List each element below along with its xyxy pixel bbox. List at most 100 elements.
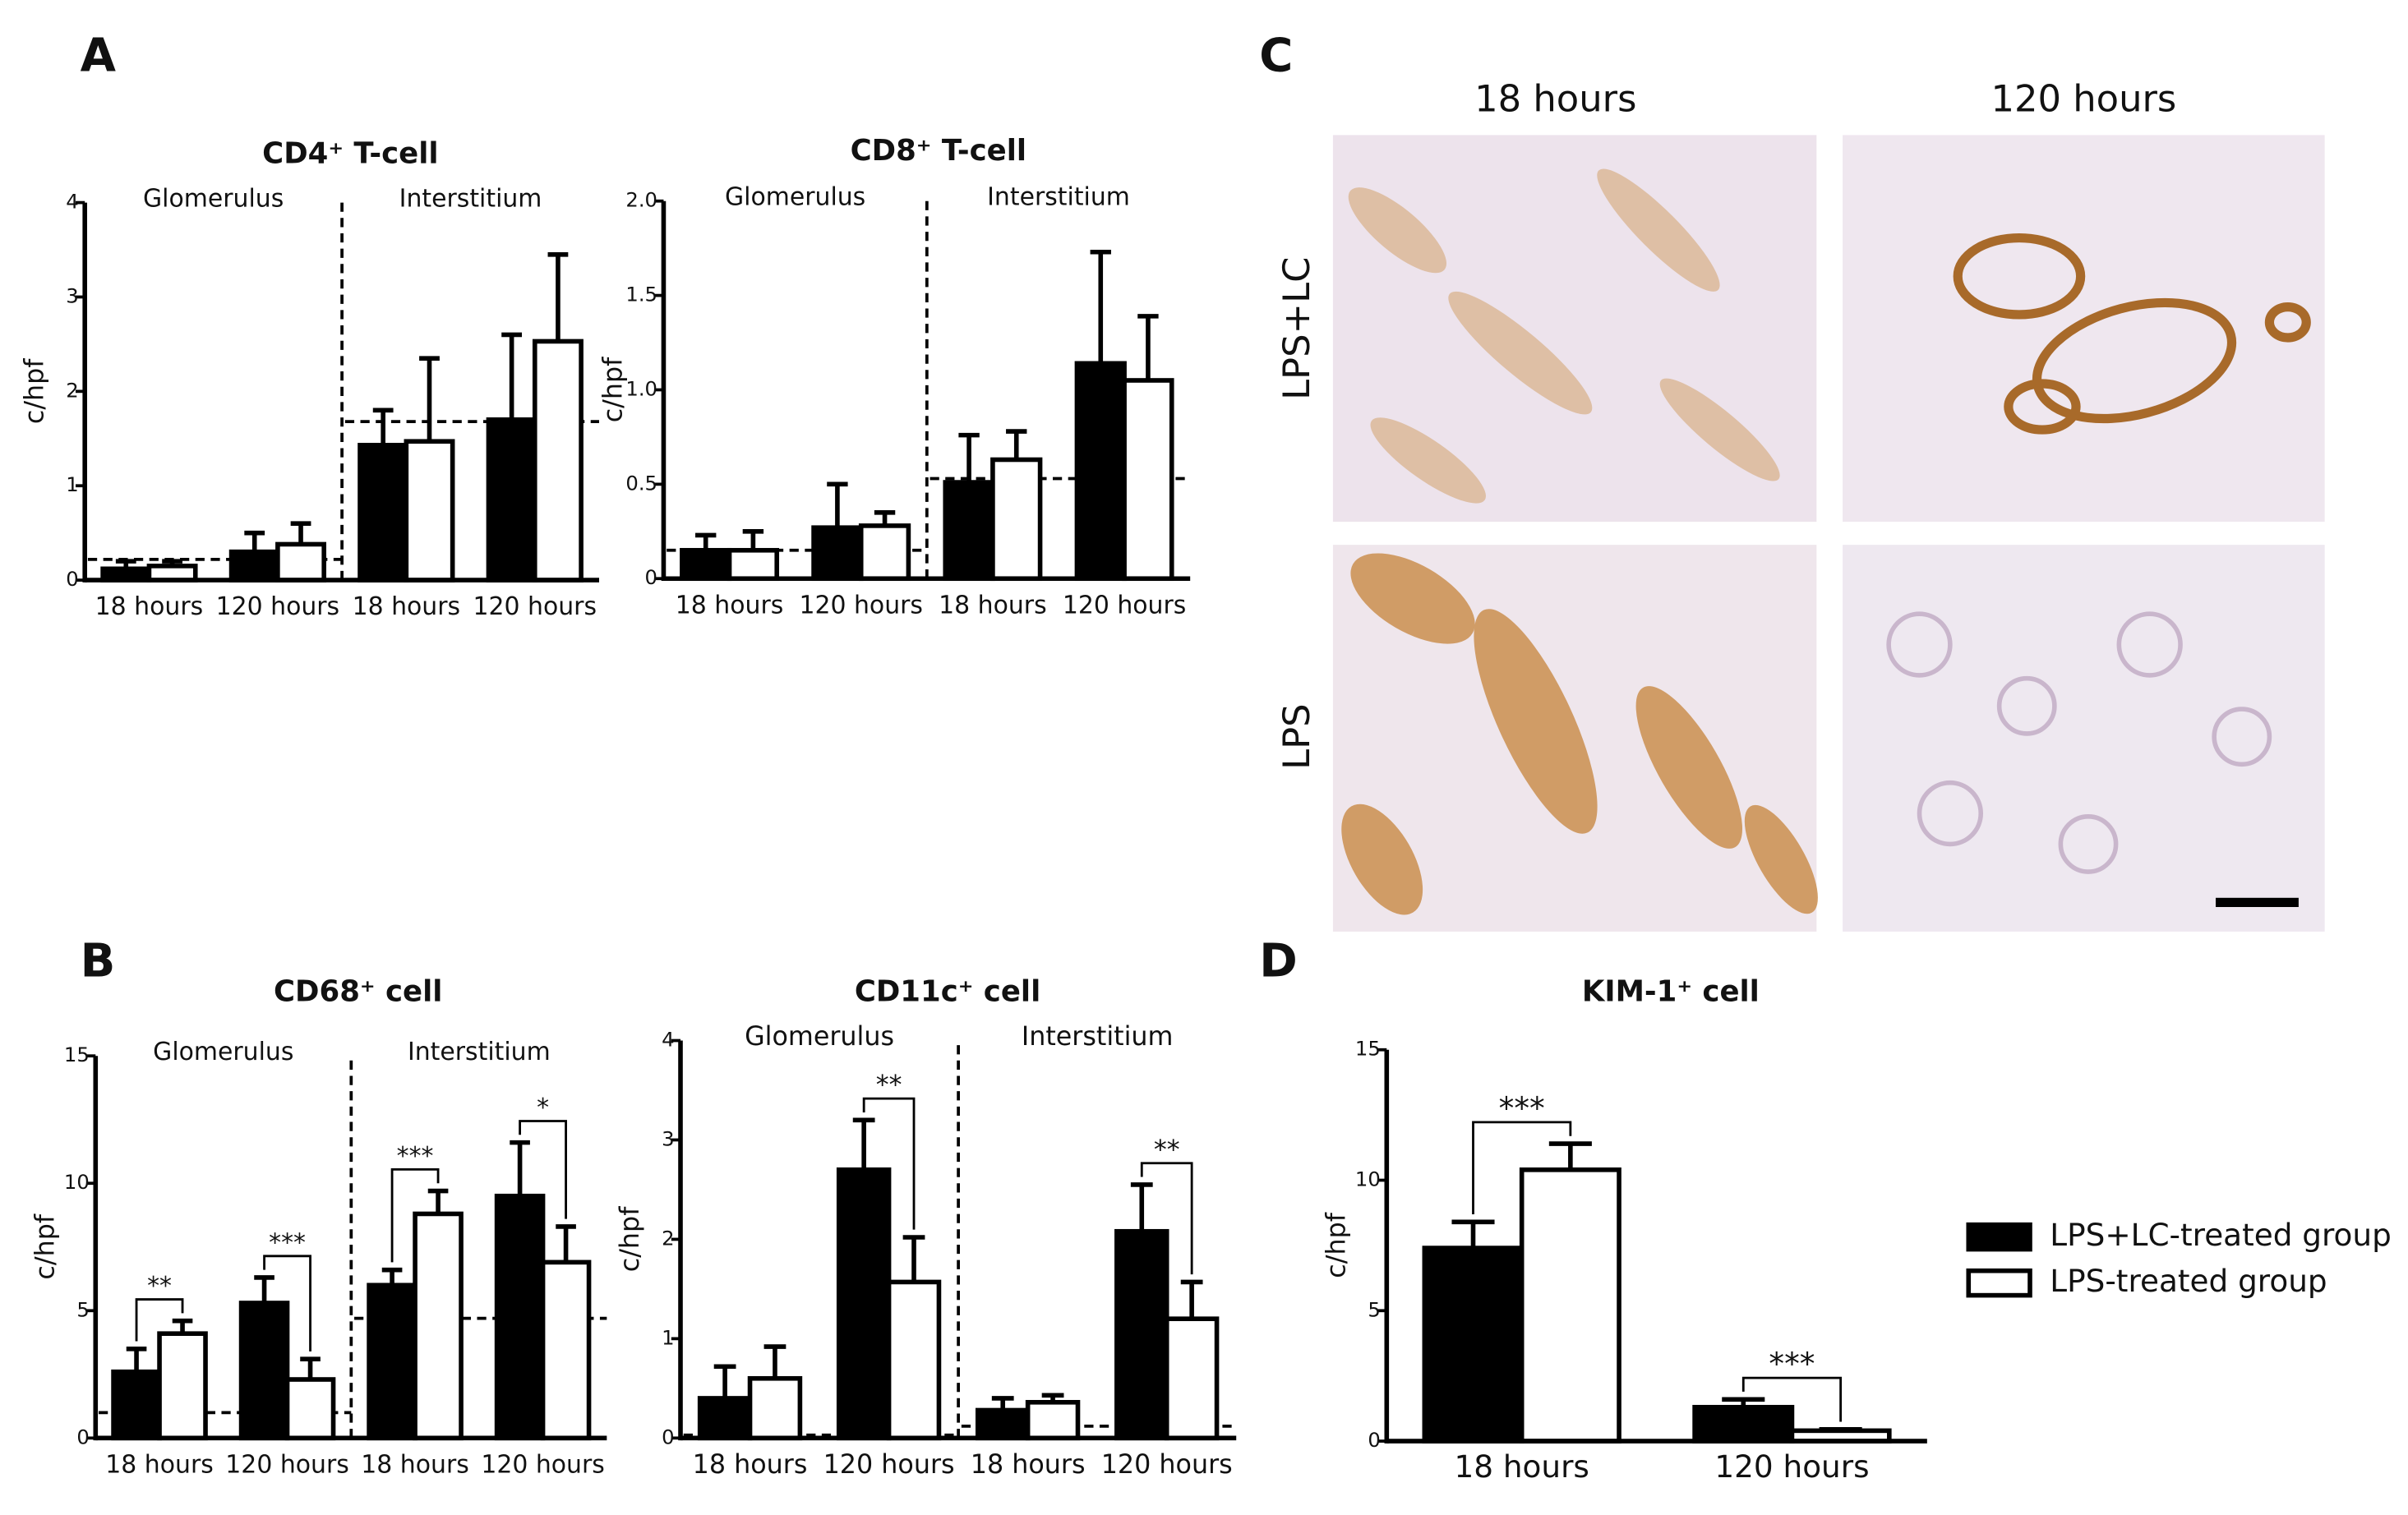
bar	[1692, 1404, 1795, 1444]
error-bar	[419, 356, 440, 442]
region-label: Interstitium	[408, 1038, 551, 1066]
bar	[990, 457, 1043, 582]
bar	[494, 1193, 546, 1441]
region-label: Glomerulus	[725, 182, 865, 211]
significance-label: **	[147, 1272, 172, 1301]
error-bar	[427, 1188, 449, 1214]
error-bar	[501, 332, 523, 420]
y-tick-label: 0	[662, 1425, 674, 1448]
y-tick-label: 1	[662, 1325, 674, 1349]
panel-label: B	[81, 935, 116, 988]
error-bar	[902, 1235, 925, 1282]
chart-title: CD68⁺ cell	[274, 975, 442, 1009]
panel-label: D	[1259, 935, 1298, 988]
x-tick-label: 120 hours	[1714, 1448, 1869, 1485]
x-tick-label: 18 hours	[693, 1450, 808, 1480]
chart: CD68⁺ cell c/hpf 0 5 10 15 Glomerulus Interstit…	[31, 975, 607, 1479]
y-axis-label: c/hpf	[20, 358, 49, 424]
significance-bracket	[862, 1097, 916, 1230]
micrograph	[1843, 135, 2325, 523]
significance-bracket	[1741, 1376, 1843, 1422]
bar	[367, 1282, 417, 1441]
chart-title: CD4⁺ T-cell	[262, 137, 438, 171]
y-tick-label: 10	[64, 1170, 90, 1194]
x-tick-label: 18 hours	[353, 592, 461, 621]
y-tick-label: 2	[66, 378, 78, 402]
column-label: 18 hours	[1474, 76, 1636, 120]
error-bar	[763, 1344, 787, 1379]
legend-label: LPS+LC-treated group	[2050, 1217, 2392, 1253]
chart-title: CD11c⁺ cell	[855, 975, 1040, 1009]
error-bar	[874, 510, 896, 526]
error-bar	[172, 1318, 193, 1334]
chart: CD11c⁺ cell c/hpf 0 1 2 3 4 Glomerulus Interstit…	[616, 975, 1237, 1480]
x-tick-label: 120 hours	[1063, 591, 1187, 619]
bar	[238, 1301, 290, 1441]
error-bar	[1137, 314, 1159, 380]
region-label: Interstitium	[399, 184, 542, 213]
y-tick-label: 5	[76, 1297, 89, 1321]
y-tick-label: 3	[66, 283, 78, 307]
x-tick-label: 120 hours	[481, 1450, 605, 1479]
bar	[1074, 361, 1127, 582]
micrograph	[1843, 545, 2325, 932]
error-bar	[852, 1117, 875, 1170]
y-tick-label: 3	[662, 1126, 674, 1150]
significance-label: **	[1154, 1135, 1180, 1165]
bar	[943, 480, 995, 582]
y-tick-label: 0	[645, 565, 657, 589]
x-tick-label: 18 hours	[676, 591, 784, 619]
error-bar	[1090, 249, 1111, 364]
y-tick-label: 10	[1355, 1167, 1381, 1191]
region-label: Glomerulus	[745, 1022, 894, 1052]
y-tick-label: 0	[1368, 1428, 1380, 1452]
error-bar	[1041, 1393, 1064, 1402]
bar	[1122, 378, 1174, 582]
scale-bar	[2216, 897, 2299, 907]
error-bar	[1722, 1397, 1765, 1407]
error-bar	[510, 1140, 530, 1196]
bar	[358, 443, 409, 583]
chart: CD8⁺ T-cell c/hpf 0 0.5 1.0 1.5 2.0 Glomerulus I…	[599, 134, 1191, 619]
y-tick-label: 2.0	[625, 188, 657, 212]
significance-label: ***	[1769, 1346, 1815, 1382]
legend-swatch	[1966, 1222, 2032, 1252]
bar	[1164, 1316, 1220, 1441]
x-tick-label: 120 hours	[473, 592, 597, 621]
error-bar	[958, 432, 980, 483]
y-tick-label: 1.5	[625, 283, 657, 306]
y-axis-label: c/hpf	[616, 1206, 645, 1272]
x-tick-label: 120 hours	[799, 591, 923, 619]
micrograph	[1332, 545, 1818, 932]
x-tick-label: 18 hours	[1454, 1448, 1589, 1485]
y-tick-label: 0	[76, 1425, 89, 1448]
micrograph	[1332, 135, 1817, 523]
bar	[975, 1407, 1031, 1441]
error-bar	[290, 521, 311, 545]
x-tick-label: 18 hours	[939, 591, 1047, 619]
error-bar	[115, 559, 136, 569]
region-label: Glomerulus	[143, 184, 284, 213]
y-tick-label: 2	[662, 1226, 674, 1250]
error-bar	[991, 1396, 1014, 1411]
bar	[275, 541, 327, 583]
significance-label: ***	[397, 1142, 434, 1171]
bar	[697, 1396, 753, 1441]
bar	[811, 525, 864, 582]
chart-title: KIM-1⁺ cell	[1582, 975, 1760, 1009]
bar	[1422, 1246, 1525, 1444]
error-bar	[162, 559, 182, 566]
error-bar	[254, 1275, 274, 1303]
error-bar	[742, 529, 764, 550]
bar	[680, 547, 732, 582]
legend-swatch	[1966, 1268, 2032, 1298]
y-tick-label: 4	[66, 190, 78, 214]
chart-title: CD8⁺ T-cell	[851, 134, 1026, 168]
x-tick-label: 18 hours	[361, 1450, 469, 1479]
y-tick-label: 15	[64, 1043, 90, 1066]
y-tick-label: 4	[662, 1028, 674, 1052]
micrograph-grid: 18 hours 120 hours LPS+LC LPS	[1275, 76, 2325, 932]
error-bar	[556, 1224, 576, 1263]
error-bar	[300, 1356, 321, 1380]
